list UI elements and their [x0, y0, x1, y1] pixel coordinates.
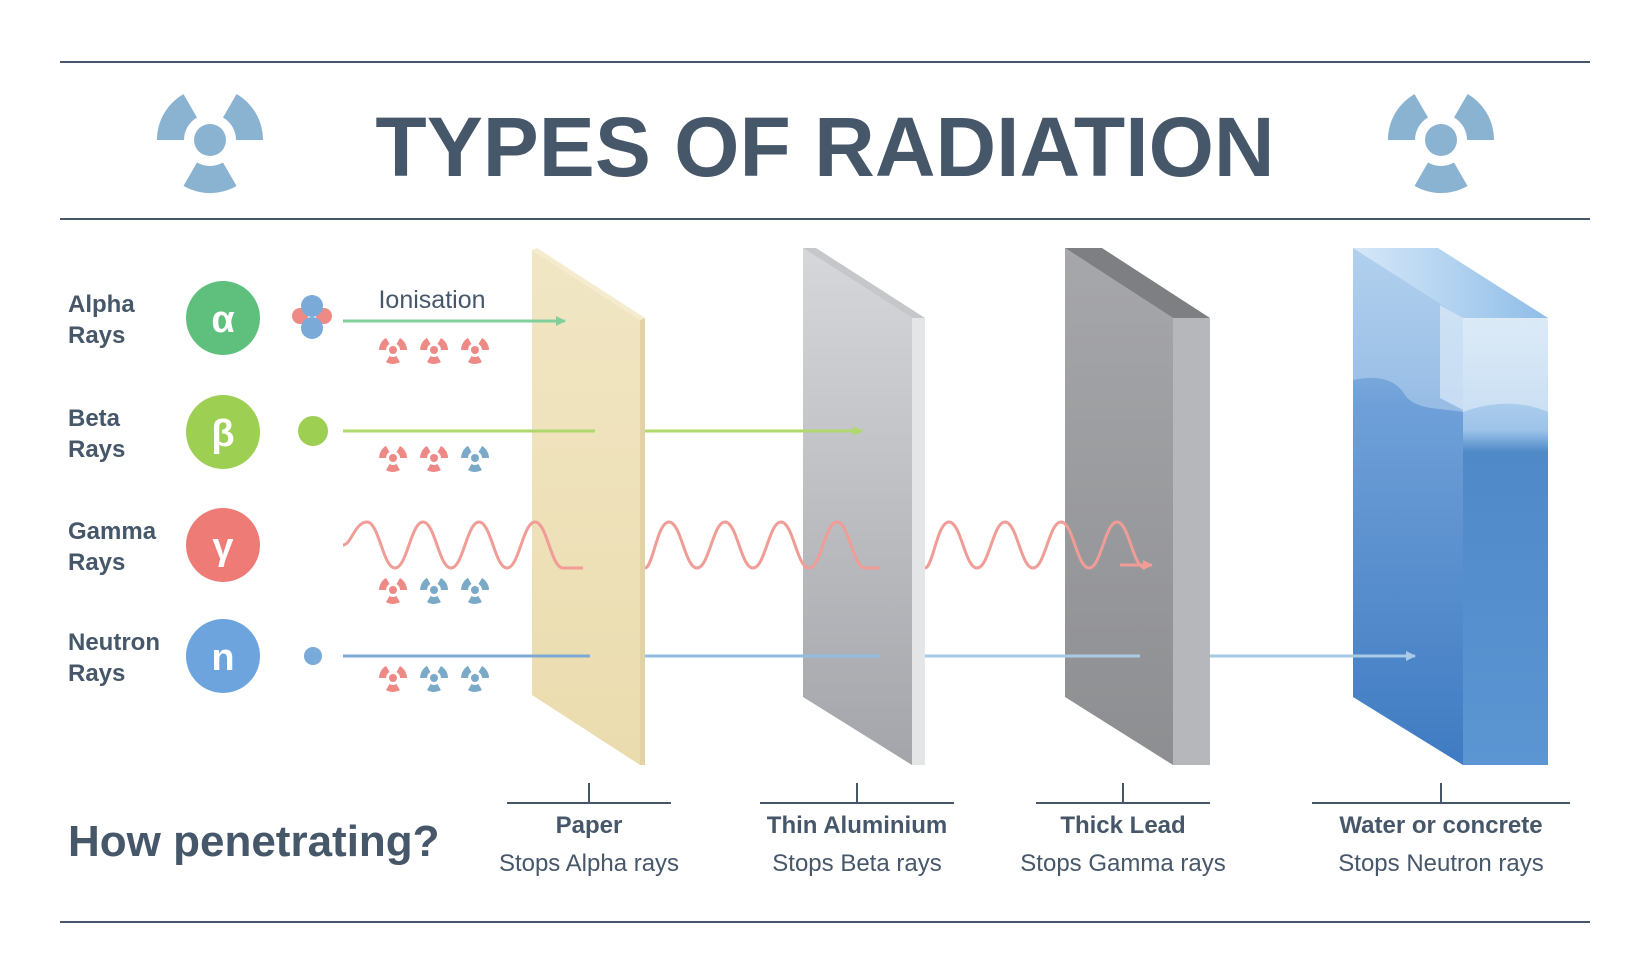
barrier-label-0: Paper Stops Alpha rays [499, 783, 679, 877]
barrier-stops: Stops Gamma rays [1020, 850, 1225, 877]
gamma-ray-wave-segment-3 [924, 520, 1146, 570]
barrier-name: Thin Aluminium [767, 812, 947, 839]
barrier-stops: Stops Beta rays [772, 850, 941, 877]
water-concrete-barrier [1353, 248, 1548, 765]
gamma-ray-row: Gamma Rays γ [68, 508, 260, 582]
alpha-ray-label-line1: Alpha [68, 291, 135, 318]
beta-symbol-circle [186, 395, 260, 469]
barrier-name: Paper [556, 812, 623, 839]
page-title: TYPES OF RADIATION [375, 100, 1274, 194]
neutron-ray-row: Neutron Rays n [68, 619, 260, 693]
barrier-label-1: Thin Aluminium Stops Beta rays [760, 783, 954, 877]
alpha-symbol: α [211, 299, 234, 341]
gamma-ionisation-icon [461, 577, 489, 604]
alpha-particle [292, 295, 332, 339]
barrier-name: Water or concrete [1339, 812, 1542, 839]
radiation-hazard-icon-left [156, 94, 264, 194]
gamma-symbol: γ [212, 526, 233, 568]
alpha-ionisation-icon [379, 337, 407, 364]
gamma-symbol-circle [186, 508, 260, 582]
neutron-ionisation-icon [461, 665, 489, 692]
alpha-ray-row: Alpha Rays α [68, 281, 260, 355]
paper-barrier [532, 248, 645, 765]
gamma-ray-label-line1: Gamma [68, 518, 157, 545]
ionisation-label: Ionisation [378, 286, 485, 314]
beta-ionisation-icon [379, 445, 407, 472]
gamma-ray-label-line2: Rays [68, 549, 125, 576]
neutron-ray-label-line2: Rays [68, 660, 125, 687]
gamma-ray-wave-segment-1 [342, 520, 583, 570]
beta-ray-label-line1: Beta [68, 405, 121, 432]
radiation-hazard-icon-right [1387, 94, 1495, 194]
alpha-ray-label-line2: Rays [68, 322, 125, 349]
beta-particle [298, 416, 328, 446]
barrier-name: Thick Lead [1060, 812, 1185, 839]
beta-symbol: β [211, 413, 234, 455]
lead-barrier [1065, 248, 1210, 765]
neutron-ionisation-icon [379, 665, 407, 692]
alpha-symbol-circle [186, 281, 260, 355]
gamma-ionisation-icon [420, 577, 448, 604]
barrier-label-3: Water or concrete Stops Neutron rays [1312, 783, 1570, 877]
neutron-ionisation-icon [420, 665, 448, 692]
alpha-ionisation-icon [420, 337, 448, 364]
barrier-label-2: Thick Lead Stops Gamma rays [1020, 783, 1226, 877]
barrier-stops: Stops Alpha rays [499, 850, 679, 877]
penetration-question: How penetrating? [68, 817, 440, 866]
neutron-ray-label-line1: Neutron [68, 629, 160, 656]
aluminium-barrier [803, 248, 925, 765]
beta-ionisation-icon [461, 445, 489, 472]
beta-ionisation-icon [420, 445, 448, 472]
neutron-particle [304, 647, 322, 665]
gamma-ray-wave-segment-2 [644, 520, 880, 570]
barrier-stops: Stops Neutron rays [1338, 850, 1543, 877]
neutron-symbol-circle [186, 619, 260, 693]
alpha-ionisation-icon [461, 337, 489, 364]
beta-ray-row: Beta Rays β [68, 395, 260, 469]
beta-ray-label-line2: Rays [68, 436, 125, 463]
neutron-symbol: n [211, 637, 234, 679]
gamma-ionisation-icon [379, 577, 407, 604]
